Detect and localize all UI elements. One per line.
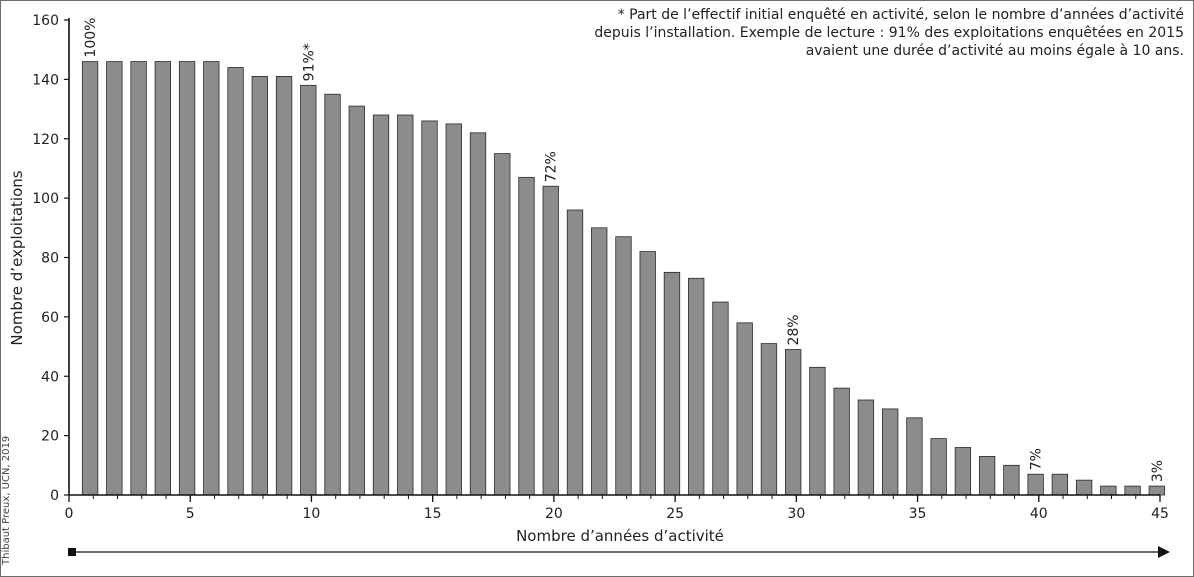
y-tick-label-120: 120	[32, 132, 59, 148]
bar-year-26	[688, 277, 705, 496]
credit-text: Thibaut Preux, UCN, 2019	[1, 435, 12, 565]
bar-year-5	[178, 61, 196, 496]
bar-year-8	[251, 76, 268, 496]
x-tick-label-25: 25	[666, 506, 684, 522]
bar-year-25	[663, 271, 681, 496]
y-tick-label-40: 40	[41, 369, 59, 385]
bar-year-6	[203, 61, 220, 496]
bar-year-28	[736, 322, 753, 496]
bar-year-41	[1051, 473, 1069, 496]
bar-year-10	[300, 84, 317, 496]
bar-annotation: 100%	[83, 18, 99, 58]
bar-year-18	[494, 153, 511, 496]
x-tick-label-0: 0	[65, 506, 74, 522]
bar-year-22	[591, 227, 608, 496]
bar-year-38	[978, 456, 996, 496]
bar-annotation: 7%	[1029, 448, 1045, 470]
x-tick-label-10: 10	[303, 506, 321, 522]
bar-year-2	[106, 61, 123, 496]
note-line-3: avaient une durée d’activité au moins ég…	[805, 43, 1184, 59]
bar-year-31	[809, 366, 826, 496]
bar-year-45	[1148, 485, 1166, 496]
bar-year-20	[542, 185, 559, 496]
bar-year-21	[566, 209, 584, 496]
bar-year-27	[712, 301, 729, 496]
bar-year-33	[857, 399, 875, 496]
bar-year-40	[1027, 473, 1044, 496]
bar-year-29	[760, 343, 778, 496]
y-tick-label-80: 80	[41, 251, 59, 267]
note-line-1: * Part de l’effectif initial enquêté en …	[617, 7, 1184, 23]
note-line-2: depuis l’installation. Exemple de lectur…	[594, 25, 1184, 41]
bar-year-1	[81, 61, 99, 496]
y-tick-label-140: 140	[32, 72, 59, 88]
bar-year-9	[275, 76, 293, 496]
axes-group: 0 20 40 60 80 100 120 140 160 0 5 10 15 20 25 30 35 40 45	[32, 13, 1169, 522]
x-tick-label-15: 15	[424, 506, 442, 522]
x-tick-label-5: 5	[186, 506, 195, 522]
y-tick-label-0: 0	[50, 488, 59, 504]
bar-year-34	[882, 408, 899, 496]
bar-year-36	[930, 438, 947, 496]
x-tick-label-35: 35	[909, 506, 927, 522]
bar-year-13	[372, 114, 390, 496]
arrow-head	[1158, 546, 1170, 558]
bar-year-4	[154, 61, 171, 496]
bar-year-30	[785, 349, 802, 496]
x-tick-label-45: 45	[1151, 506, 1169, 522]
x-tick-label-20: 20	[545, 506, 563, 522]
x-axis-label: Nombre d’années d’activité	[516, 527, 724, 545]
x-tick-label-40: 40	[1030, 506, 1048, 522]
bar-year-17	[469, 132, 487, 496]
annotations-group: 100% 91%* 72% 28% 7% 3%	[83, 18, 1166, 483]
bar-year-23	[615, 236, 632, 496]
x-tick-label-30: 30	[787, 506, 805, 522]
bar-year-42	[1075, 479, 1093, 496]
bar-year-15	[421, 120, 438, 496]
bars-group	[81, 61, 1166, 496]
bar-year-12	[348, 105, 365, 496]
arrow-start-square	[68, 548, 76, 556]
bar-annotation: 3%	[1150, 460, 1166, 482]
bar-year-35	[906, 417, 923, 496]
bar-year-32	[833, 387, 850, 496]
y-tick-label-20: 20	[41, 429, 59, 445]
y-axis-label: Nombre d’exploitations	[8, 170, 26, 345]
y-tick-label-100: 100	[32, 191, 59, 207]
bar-annotation: 28%	[786, 314, 802, 345]
bar-year-7	[227, 67, 244, 496]
bar-annotation: 91%*	[301, 43, 317, 81]
bar-year-16	[445, 123, 462, 496]
bar-annotation: 72%	[544, 151, 560, 182]
y-tick-label-160: 160	[32, 13, 59, 29]
bar-year-39	[1003, 464, 1020, 496]
bar-year-24	[639, 251, 656, 496]
bar-year-37	[954, 447, 972, 496]
chart-note: * Part de l’effectif initial enquêté en …	[464, 6, 1184, 60]
y-tick-label-60: 60	[41, 310, 59, 326]
bar-year-14	[397, 114, 414, 496]
bar-year-19	[518, 176, 535, 496]
bar-year-43	[1100, 485, 1117, 496]
bar-year-11	[324, 93, 341, 496]
bar-year-3	[130, 61, 147, 496]
bar-year-44	[1124, 485, 1141, 496]
duration-arrow	[68, 546, 1170, 558]
